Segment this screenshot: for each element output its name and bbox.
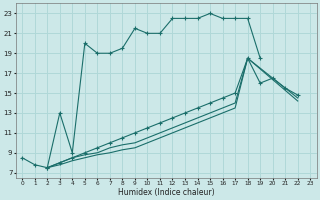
X-axis label: Humidex (Indice chaleur): Humidex (Indice chaleur) (118, 188, 214, 197)
